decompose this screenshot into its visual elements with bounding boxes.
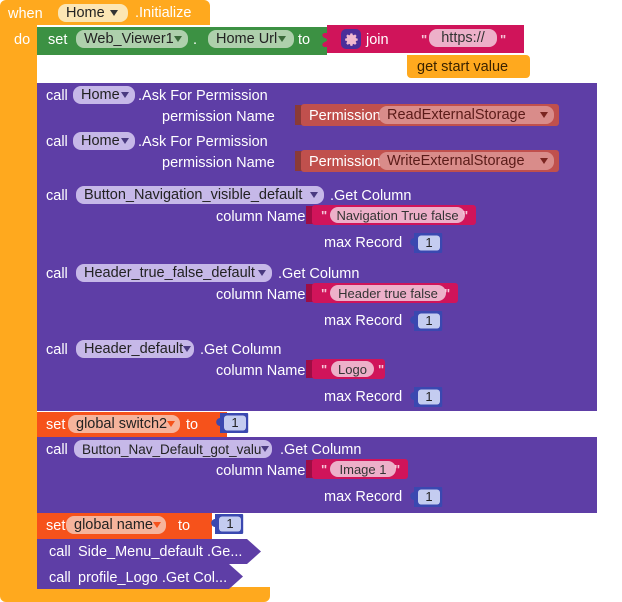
svg-text:1: 1 [425, 389, 432, 404]
svg-text:1: 1 [425, 489, 432, 504]
svg-text:1: 1 [425, 313, 432, 328]
svg-text:1: 1 [231, 415, 238, 430]
svg-text:1: 1 [226, 516, 233, 531]
svg-text:1: 1 [425, 235, 432, 250]
